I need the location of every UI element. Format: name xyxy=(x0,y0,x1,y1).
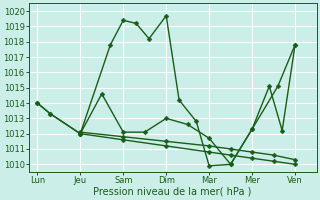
X-axis label: Pression niveau de la mer( hPa ): Pression niveau de la mer( hPa ) xyxy=(93,187,252,197)
